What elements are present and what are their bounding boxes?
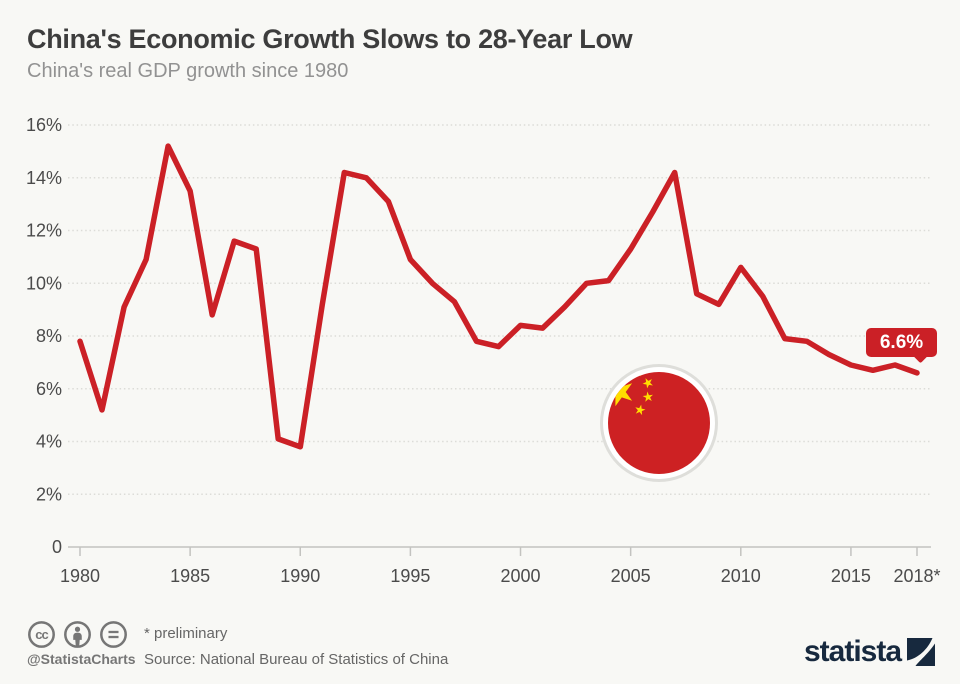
x-axis-label: 1980 <box>60 566 100 586</box>
x-axis-label: 2015 <box>831 566 871 586</box>
x-axis-label: 2010 <box>721 566 761 586</box>
y-axis-label: 6% <box>36 379 62 399</box>
statista-logo[interactable]: statista <box>804 635 936 668</box>
cc-attribution-icon[interactable] <box>63 620 92 649</box>
statista-charts-handle[interactable]: @StatistaCharts <box>27 651 136 667</box>
page-title: China's Economic Growth Slows to 28-Year… <box>27 24 633 54</box>
source-note: Source: National Bureau of Statistics of… <box>144 651 449 668</box>
y-axis-label: 8% <box>36 326 62 346</box>
y-axis-label: 0 <box>52 537 62 557</box>
y-axis-label: 12% <box>26 221 62 241</box>
page-subtitle: China's real GDP growth since 1980 <box>27 60 349 82</box>
x-axis-label: 1990 <box>280 566 320 586</box>
x-axis-label: 1995 <box>390 566 430 586</box>
license-icons[interactable]: cc <box>27 620 128 649</box>
svg-text:cc: cc <box>35 627 48 642</box>
statista-logo-mark <box>907 638 936 666</box>
y-axis-label: 14% <box>26 168 62 188</box>
y-axis-label: 16% <box>26 115 62 135</box>
x-axis-label: 2000 <box>501 566 541 586</box>
y-axis-label: 2% <box>36 484 62 504</box>
x-axis-label: 2005 <box>611 566 651 586</box>
last-value-badge: 6.6% <box>866 328 937 364</box>
cc-icon[interactable]: cc <box>27 620 56 649</box>
y-axis-label: 10% <box>26 273 62 293</box>
preliminary-note: * preliminary <box>144 625 228 642</box>
badge-label: 6.6% <box>879 332 924 353</box>
statista-logo-text: statista <box>804 635 902 668</box>
cc-nd-icon[interactable] <box>99 620 128 649</box>
x-axis-label: 2018* <box>893 566 940 586</box>
china-flag-icon <box>600 364 718 482</box>
y-axis-label: 4% <box>36 432 62 452</box>
gdp-growth-line <box>77 143 920 450</box>
x-axis-label: 1985 <box>170 566 210 586</box>
